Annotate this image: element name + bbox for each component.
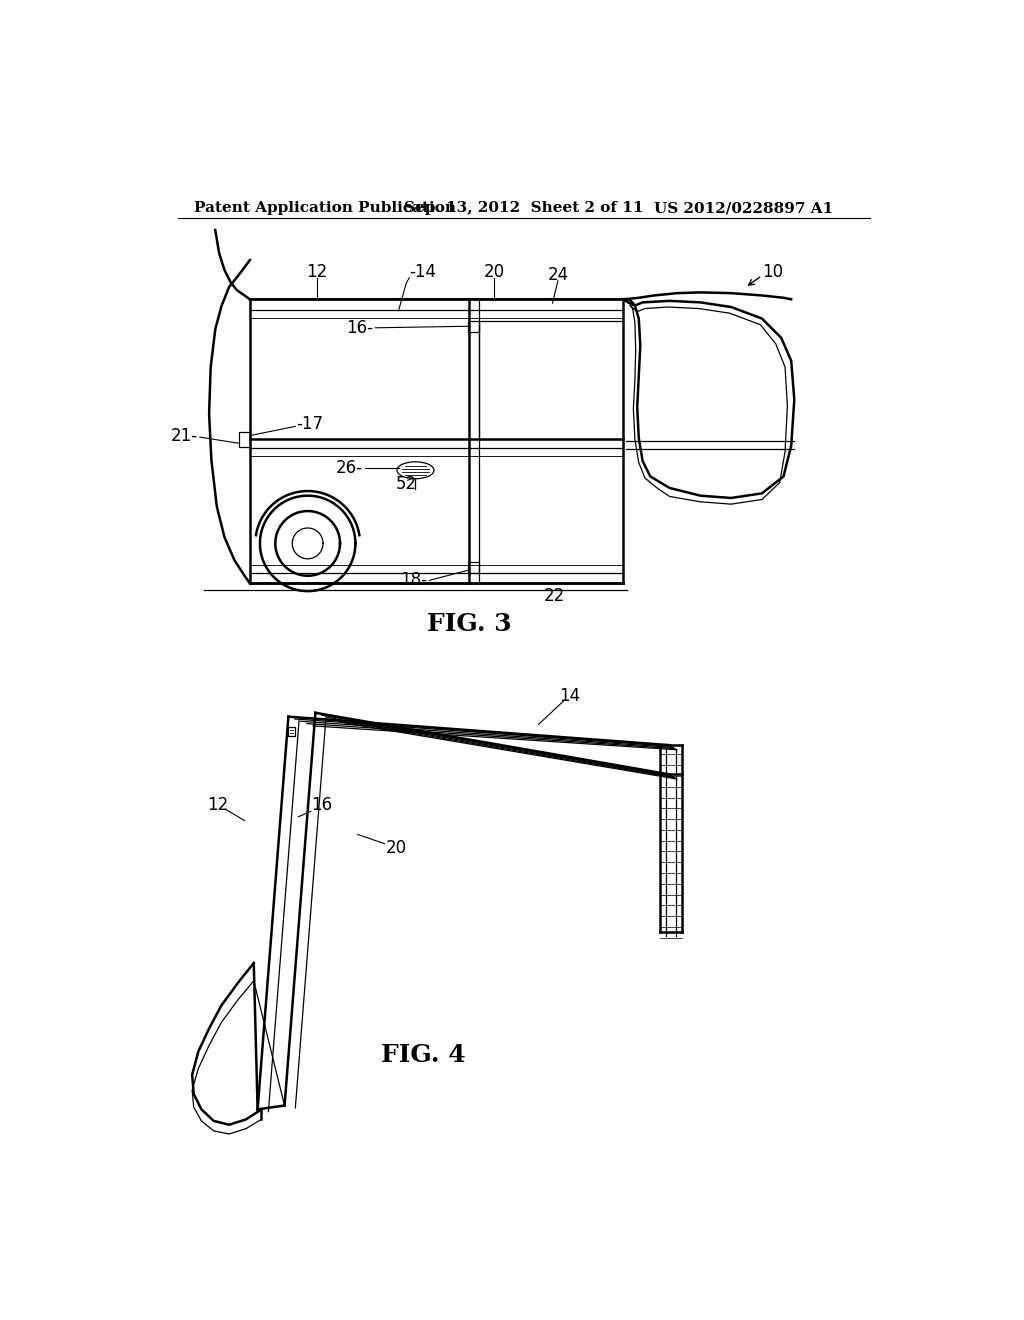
Text: Sep. 13, 2012  Sheet 2 of 11: Sep. 13, 2012 Sheet 2 of 11: [403, 202, 643, 215]
Text: US 2012/0228897 A1: US 2012/0228897 A1: [654, 202, 834, 215]
Bar: [240, 432, 250, 447]
Text: 52: 52: [395, 475, 417, 494]
Text: 24: 24: [548, 267, 568, 284]
Text: 16-: 16-: [346, 319, 373, 337]
Text: 12: 12: [306, 264, 328, 281]
Text: 26-: 26-: [336, 459, 364, 477]
Text: -14: -14: [410, 264, 436, 281]
Text: 20: 20: [386, 838, 407, 857]
Text: 10: 10: [762, 264, 783, 281]
Text: FIG. 4: FIG. 4: [381, 1043, 466, 1068]
Bar: [468, 562, 478, 573]
Text: FIG. 3: FIG. 3: [427, 612, 512, 636]
Text: 20: 20: [483, 264, 505, 281]
Text: 12: 12: [207, 796, 228, 814]
Text: 18-: 18-: [400, 572, 427, 589]
Text: -17: -17: [296, 414, 324, 433]
Bar: [468, 321, 478, 331]
Text: Patent Application Publication: Patent Application Publication: [194, 202, 456, 215]
Text: 16: 16: [311, 796, 333, 814]
Text: 14: 14: [559, 686, 580, 705]
Text: 22: 22: [544, 587, 564, 605]
Text: 21-: 21-: [171, 426, 199, 445]
